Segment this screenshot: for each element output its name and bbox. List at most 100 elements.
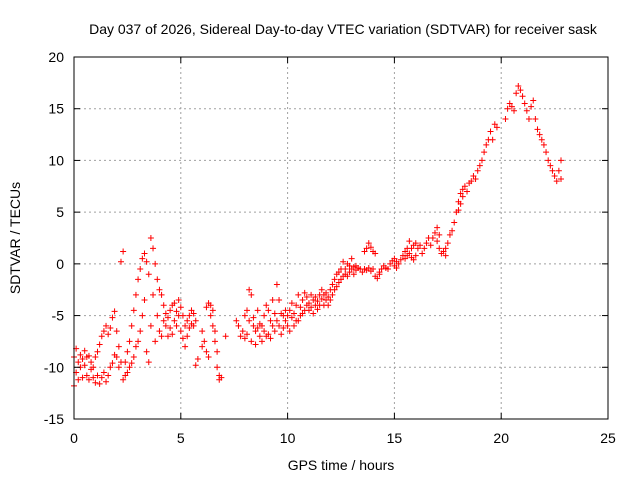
data-point	[244, 331, 251, 338]
data-point	[184, 317, 191, 324]
data-point	[269, 297, 276, 304]
x-axis-label: GPS time / hours	[288, 457, 395, 473]
y-tick-label: 20	[48, 49, 64, 65]
data-point	[214, 364, 221, 371]
data-point	[318, 286, 325, 293]
data-point	[256, 333, 263, 340]
data-point	[493, 124, 500, 131]
data-point	[464, 188, 471, 195]
data-point	[128, 360, 135, 367]
data-point	[534, 126, 541, 133]
x-tick-label: 25	[600, 430, 616, 446]
data-point	[92, 353, 99, 360]
data-point	[203, 304, 210, 311]
data-point	[504, 105, 511, 112]
data-point	[417, 242, 424, 249]
data-point	[77, 351, 84, 358]
data-point	[288, 314, 295, 321]
data-point	[122, 359, 129, 366]
data-point	[169, 331, 176, 338]
data-point	[295, 317, 302, 324]
data-point	[100, 369, 107, 376]
data-point	[374, 275, 381, 282]
data-point	[515, 82, 522, 89]
chart-title: Day 037 of 2026, Sidereal Day-to-day VTE…	[89, 21, 598, 37]
data-point	[327, 297, 334, 304]
data-point	[120, 248, 127, 255]
data-point	[451, 219, 458, 226]
data-point	[186, 312, 193, 319]
data-point	[90, 374, 97, 381]
data-point	[90, 364, 97, 371]
data-point	[553, 178, 560, 185]
data-point	[540, 141, 547, 148]
data-point	[117, 258, 124, 265]
data-point	[519, 93, 526, 100]
y-tick-label: 5	[56, 204, 64, 220]
data-point	[308, 291, 315, 298]
data-point	[209, 322, 216, 329]
data-point	[372, 250, 379, 257]
data-point	[314, 306, 321, 313]
data-point	[83, 372, 90, 379]
data-point	[147, 235, 154, 241]
data-point	[344, 273, 351, 280]
y-axis-label: SDTVAR / TECUs	[7, 182, 23, 294]
data-point	[483, 141, 490, 148]
data-point	[558, 176, 565, 183]
data-point	[423, 240, 430, 247]
data-point	[530, 97, 537, 104]
data-point	[254, 324, 261, 331]
data-point	[325, 302, 332, 309]
y-tick-label: -10	[44, 359, 64, 375]
data-point	[444, 240, 451, 247]
data-point	[248, 291, 255, 298]
data-point	[145, 359, 152, 366]
data-point	[109, 360, 116, 367]
data-point	[162, 322, 169, 329]
data-point	[468, 178, 475, 185]
data-point	[150, 245, 157, 252]
x-tick-label: 15	[387, 430, 403, 446]
data-point	[551, 172, 558, 179]
data-point	[280, 324, 287, 331]
data-point	[132, 343, 139, 350]
data-point	[508, 103, 515, 110]
data-point	[267, 335, 274, 342]
data-point	[85, 352, 92, 359]
data-point	[205, 353, 212, 360]
data-point	[141, 297, 148, 304]
data-point	[167, 307, 174, 314]
data-point	[126, 364, 133, 371]
data-point	[314, 298, 321, 305]
data-point	[141, 250, 148, 257]
data-point	[182, 322, 189, 329]
data-point	[239, 328, 246, 335]
data-point	[532, 116, 539, 123]
data-point	[105, 331, 112, 338]
data-point	[440, 248, 447, 255]
data-point	[470, 172, 477, 179]
data-point	[88, 359, 95, 366]
data-point	[120, 376, 127, 383]
data-point	[152, 260, 159, 267]
data-point	[209, 307, 216, 314]
data-point	[190, 310, 197, 317]
data-point	[331, 286, 338, 293]
data-point	[429, 235, 436, 241]
data-point	[449, 227, 456, 234]
data-point	[246, 286, 253, 293]
data-point	[250, 322, 257, 329]
data-point	[135, 338, 142, 345]
data-point	[156, 328, 163, 335]
data-point	[175, 297, 182, 304]
data-point	[288, 300, 295, 307]
data-point	[342, 266, 349, 273]
data-point	[310, 297, 317, 304]
data-point	[211, 338, 218, 345]
data-point	[150, 291, 157, 298]
data-point	[291, 322, 298, 329]
data-point	[359, 269, 366, 276]
data-point	[182, 343, 189, 350]
data-point	[335, 269, 342, 276]
